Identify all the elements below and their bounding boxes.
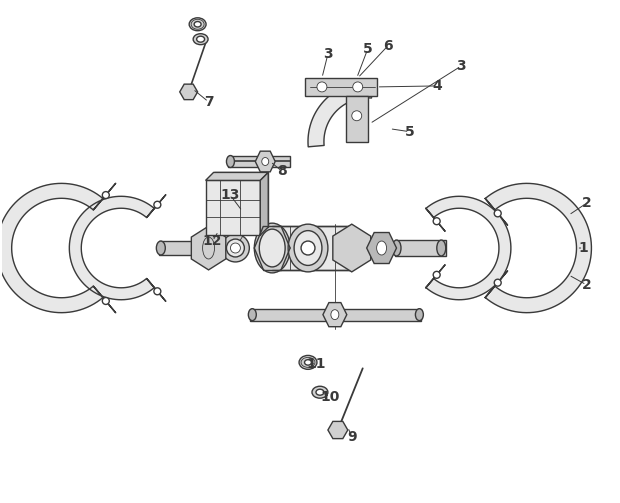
Ellipse shape [226,155,234,167]
Polygon shape [146,195,166,217]
Ellipse shape [259,229,285,267]
Polygon shape [308,82,373,147]
Bar [206,181,260,235]
Text: 3: 3 [323,47,333,61]
Polygon shape [206,173,268,181]
Ellipse shape [154,201,161,208]
Ellipse shape [304,360,311,365]
Ellipse shape [494,210,501,217]
Text: 6: 6 [383,39,392,53]
Text: 9: 9 [347,430,356,444]
Bar [159,241,208,255]
Text: 11: 11 [306,357,326,371]
Ellipse shape [102,297,109,304]
Ellipse shape [154,288,161,295]
Ellipse shape [392,240,401,256]
Ellipse shape [376,241,387,255]
Bar [250,309,422,320]
Text: 2: 2 [582,278,591,292]
Text: 8: 8 [277,164,287,179]
Ellipse shape [189,18,206,31]
Bar [272,226,352,270]
Text: 10: 10 [320,390,340,404]
Polygon shape [485,199,508,225]
Polygon shape [94,286,116,313]
Bar [228,155,290,167]
Ellipse shape [226,239,244,257]
Bar [213,173,268,227]
Text: 7: 7 [204,95,213,109]
Ellipse shape [299,356,317,369]
Ellipse shape [156,241,166,255]
Ellipse shape [262,157,268,165]
Ellipse shape [254,223,290,273]
Ellipse shape [331,310,339,319]
Ellipse shape [294,230,322,266]
Polygon shape [485,271,508,298]
Text: 5: 5 [405,125,414,139]
Polygon shape [255,151,275,172]
Polygon shape [69,196,154,300]
Polygon shape [180,84,198,100]
Polygon shape [426,208,445,231]
Polygon shape [0,184,103,313]
Text: 5: 5 [363,42,373,56]
Text: 1: 1 [578,241,588,255]
Text: 12: 12 [203,234,223,248]
Bar [346,96,368,142]
Polygon shape [485,184,591,313]
Ellipse shape [494,279,501,286]
Ellipse shape [197,36,205,42]
Bar [305,78,376,96]
Text: 3: 3 [456,59,466,73]
Ellipse shape [433,218,440,225]
Ellipse shape [437,240,446,256]
Ellipse shape [316,389,324,395]
Polygon shape [328,422,348,439]
Polygon shape [94,183,116,210]
Text: 4: 4 [432,79,442,93]
Ellipse shape [415,309,423,320]
Polygon shape [192,226,226,270]
Ellipse shape [194,22,201,27]
Ellipse shape [317,82,327,92]
Ellipse shape [221,234,249,262]
Ellipse shape [249,309,256,320]
Polygon shape [333,224,371,272]
Polygon shape [426,265,445,288]
Text: 13: 13 [221,188,240,202]
Polygon shape [366,232,397,264]
Ellipse shape [353,82,363,92]
Ellipse shape [102,192,109,199]
Ellipse shape [288,224,328,272]
Polygon shape [323,303,347,327]
Ellipse shape [193,34,208,45]
Bar [394,240,446,256]
Ellipse shape [312,386,328,398]
Ellipse shape [231,243,241,253]
Ellipse shape [433,271,440,278]
Polygon shape [146,279,166,301]
Polygon shape [426,196,511,300]
Polygon shape [260,173,268,235]
Text: 2: 2 [582,196,591,210]
Ellipse shape [301,241,315,255]
Ellipse shape [352,111,361,121]
